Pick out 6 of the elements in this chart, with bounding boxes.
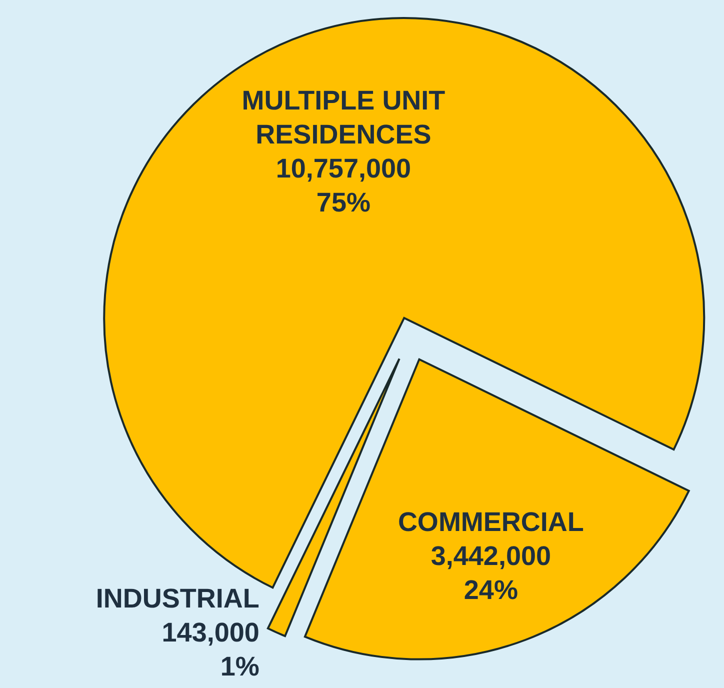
slice-label: COMMERCIAL bbox=[398, 507, 584, 538]
data-label: 3,442,000 24% bbox=[430, 541, 551, 606]
data-label: 10,757,000 75% bbox=[276, 153, 412, 218]
slice-label: MULTIPLE UNIT RESIDENCES bbox=[242, 85, 446, 150]
slice-label: INDUSTRIAL bbox=[96, 583, 260, 614]
data-label: 143,000 1% bbox=[162, 617, 260, 682]
